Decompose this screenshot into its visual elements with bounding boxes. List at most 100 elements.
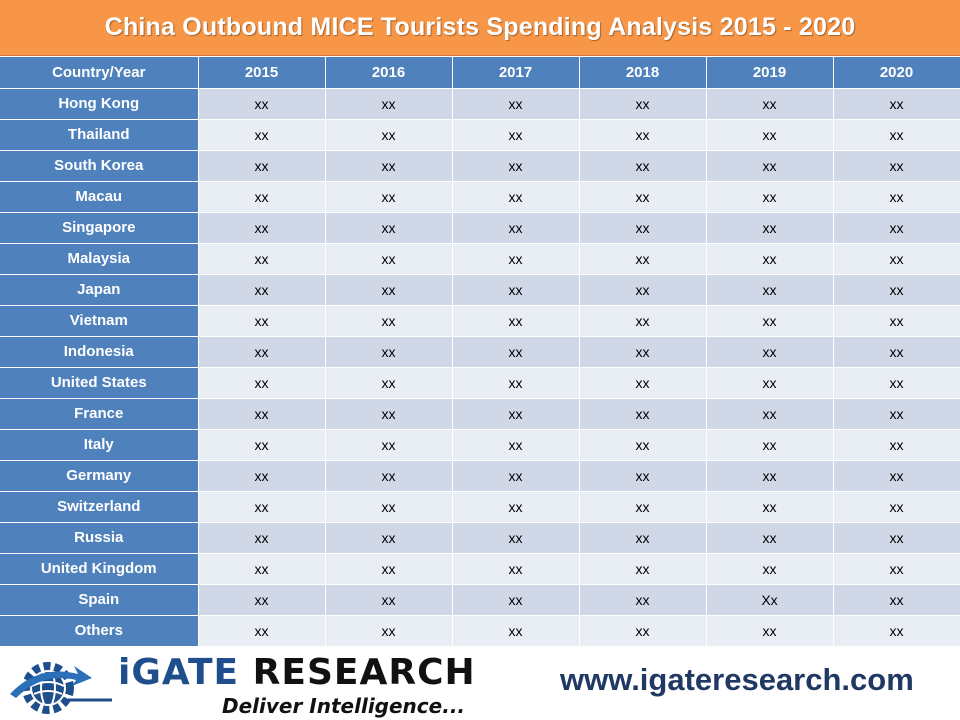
table-cell: xx — [706, 491, 834, 523]
column-header: 2018 — [579, 57, 707, 89]
table-cell: xx — [452, 88, 580, 120]
table-cell: xx — [198, 553, 326, 585]
table-cell: xx — [706, 336, 834, 368]
row-label: Spain — [0, 584, 199, 616]
table-cell: xx — [325, 460, 453, 492]
table-cell: xx — [579, 460, 707, 492]
logo-wordmark: iGATE RESEARCH — [118, 652, 476, 693]
table-cell: xx — [325, 615, 453, 647]
table-cell: xx — [325, 274, 453, 306]
table-cell: xx — [198, 522, 326, 554]
table-cell: xx — [706, 615, 834, 647]
table-cell: xx — [579, 398, 707, 430]
table-cell: xx — [452, 522, 580, 554]
table-cell: xx — [579, 553, 707, 585]
table-cell: Xx — [706, 584, 834, 616]
table-cell: xx — [833, 181, 960, 213]
row-label: United States — [0, 367, 199, 399]
table-cell: xx — [198, 584, 326, 616]
table-body: Hong Kong xx xx xx xx xx xx Thailand xx xx xx xx xx x… — [0, 88, 960, 647]
table-row: Vietnam xx xx xx xx xx xx — [0, 305, 960, 337]
table-row: United Kingdom xx xx xx xx xx xx — [0, 553, 960, 585]
column-header: 2016 — [325, 57, 453, 89]
table-cell: xx — [579, 615, 707, 647]
title-bar: China Outbound MICE Tourists Spending An… — [0, 0, 960, 56]
column-header: 2020 — [833, 57, 960, 89]
row-label: Indonesia — [0, 336, 199, 368]
table-row: Macau xx xx xx xx xx xx — [0, 181, 960, 213]
table-cell: xx — [198, 460, 326, 492]
table-cell: xx — [198, 336, 326, 368]
row-label: Thailand — [0, 119, 199, 151]
row-label: Vietnam — [0, 305, 199, 337]
table-cell: xx — [706, 429, 834, 461]
table-row: Russia xx xx xx xx xx xx — [0, 522, 960, 554]
table-cell: xx — [325, 491, 453, 523]
table-cell: xx — [452, 429, 580, 461]
table-row: Hong Kong xx xx xx xx xx xx — [0, 88, 960, 120]
table-row: Italy xx xx xx xx xx xx — [0, 429, 960, 461]
table-cell: xx — [325, 305, 453, 337]
table-cell: xx — [833, 305, 960, 337]
table-cell: xx — [706, 150, 834, 182]
table-row: Singapore xx xx xx xx xx xx — [0, 212, 960, 244]
table-cell: xx — [579, 243, 707, 275]
table-cell: xx — [579, 274, 707, 306]
table-cell: xx — [706, 398, 834, 430]
row-label: Macau — [0, 181, 199, 213]
table-cell: xx — [706, 367, 834, 399]
logo-igate: iGATE — [118, 652, 240, 693]
footer-branding: iGATE RESEARCH Deliver Intelligence... w… — [0, 650, 960, 720]
table-cell: xx — [706, 212, 834, 244]
table-cell: xx — [706, 274, 834, 306]
table-cell: xx — [833, 212, 960, 244]
header-row: Country/Year 2015 2016 2017 2018 2019 20… — [0, 57, 960, 89]
table-cell: xx — [833, 429, 960, 461]
logo-tagline: Deliver Intelligence... — [222, 694, 466, 718]
table-cell: xx — [833, 88, 960, 120]
row-label: United Kingdom — [0, 553, 199, 585]
table-cell: xx — [833, 615, 960, 647]
table-row: Indonesia xx xx xx xx xx xx — [0, 336, 960, 368]
table-cell: xx — [452, 553, 580, 585]
table-cell: xx — [452, 305, 580, 337]
table-cell: xx — [198, 150, 326, 182]
table-cell: xx — [706, 522, 834, 554]
table-cell: xx — [833, 491, 960, 523]
table-cell: xx — [452, 367, 580, 399]
table-cell: xx — [198, 243, 326, 275]
table-cell: xx — [198, 274, 326, 306]
table-cell: xx — [198, 119, 326, 151]
table-cell: xx — [833, 336, 960, 368]
table-cell: xx — [833, 119, 960, 151]
table-cell: xx — [833, 243, 960, 275]
logo-research: RESEARCH — [252, 652, 476, 693]
table-cell: xx — [833, 367, 960, 399]
table-cell: xx — [325, 119, 453, 151]
table-cell: xx — [198, 398, 326, 430]
table-cell: xx — [579, 522, 707, 554]
table-cell: xx — [452, 615, 580, 647]
table-cell: xx — [579, 584, 707, 616]
table-cell: xx — [452, 274, 580, 306]
gear-globe-icon — [10, 662, 112, 714]
table-cell: xx — [325, 429, 453, 461]
corner-header: Country/Year — [0, 57, 199, 89]
table-cell: xx — [198, 429, 326, 461]
column-header: 2017 — [452, 57, 580, 89]
table-row: Japan xx xx xx xx xx xx — [0, 274, 960, 306]
table-cell: xx — [579, 336, 707, 368]
table-cell: xx — [833, 584, 960, 616]
data-table: Country/Year 2015 2016 2017 2018 2019 20… — [0, 57, 960, 647]
table-cell: xx — [579, 119, 707, 151]
table-cell: xx — [452, 150, 580, 182]
table-row: Switzerland xx xx xx xx xx xx — [0, 491, 960, 523]
chart-title: China Outbound MICE Tourists Spending An… — [104, 13, 856, 41]
row-label: Italy — [0, 429, 199, 461]
table-cell: xx — [452, 584, 580, 616]
table-cell: xx — [325, 212, 453, 244]
table-cell: xx — [579, 367, 707, 399]
table-cell: xx — [452, 336, 580, 368]
table-cell: xx — [325, 150, 453, 182]
table-cell: xx — [325, 243, 453, 275]
